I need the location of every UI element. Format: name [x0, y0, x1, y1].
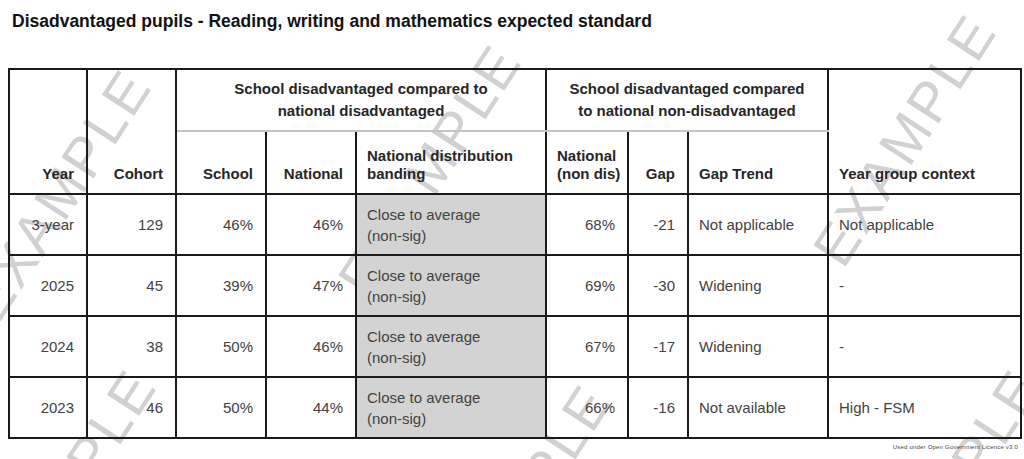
col-header-cohort: Cohort	[87, 69, 176, 194]
cell-school: 50%	[176, 377, 266, 438]
licence-note: Used under Open Government Licence v3.0	[893, 444, 1018, 450]
cell-year: 2023	[9, 377, 87, 438]
report-page: EXAMPLE EXAMPLE EXAMPLE EXAMPLE EXAMPLE …	[0, 0, 1024, 459]
cell-school: 50%	[176, 316, 266, 377]
cell-national: 46%	[266, 316, 356, 377]
col-header-national-distribution-banding: National distribution banding	[356, 131, 546, 194]
cell-gap-trend: Not available	[688, 377, 828, 438]
table-row-3-year: 3-year 129 46% 46% Close to average (non…	[9, 194, 1021, 255]
cell-gap-trend: Widening	[688, 316, 828, 377]
table-row-2024: 2024 38 50% 46% Close to average (non-si…	[9, 316, 1021, 377]
table-row-2023: 2023 46 50% 44% Close to average (non-si…	[9, 377, 1021, 438]
banding-text: Close to average (non-sig)	[367, 204, 517, 246]
col-header-school: School	[176, 131, 266, 194]
cell-national: 44%	[266, 377, 356, 438]
table-header: Year Cohort School disadvantaged compare…	[9, 69, 1021, 194]
cell-banding: Close to average (non-sig)	[356, 377, 546, 438]
cell-banding: Close to average (non-sig)	[356, 194, 546, 255]
cell-school: 46%	[176, 194, 266, 255]
group-header-national-non-disadvantaged: School disadvantaged compared to nationa…	[546, 69, 828, 131]
cell-national-non-dis: 66%	[546, 377, 628, 438]
cell-school: 39%	[176, 255, 266, 316]
cell-banding: Close to average (non-sig)	[356, 255, 546, 316]
col-header-year-group-context: Year group context	[828, 69, 1021, 194]
cell-year: 2025	[9, 255, 87, 316]
cell-cohort: 38	[87, 316, 176, 377]
disadvantaged-pupils-table: Year Cohort School disadvantaged compare…	[8, 68, 1022, 439]
cell-year-group-context: Not applicable	[828, 194, 1021, 255]
cell-national: 46%	[266, 194, 356, 255]
group-header-row: Year Cohort School disadvantaged compare…	[9, 69, 1021, 131]
cell-cohort: 129	[87, 194, 176, 255]
group-header-label: School disadvantaged compared to nationa…	[221, 78, 501, 122]
group-header-label: School disadvantaged compared to nationa…	[563, 78, 811, 122]
banding-text: Close to average (non-sig)	[367, 387, 517, 429]
cell-cohort: 45	[87, 255, 176, 316]
group-header-national-disadvantaged: School disadvantaged compared to nationa…	[176, 69, 546, 131]
cell-gap: -16	[628, 377, 688, 438]
cell-gap-trend: Widening	[688, 255, 828, 316]
cell-year-group-context: High - FSM	[828, 377, 1021, 438]
col-header-national: National	[266, 131, 356, 194]
cell-year: 2024	[9, 316, 87, 377]
cell-gap: -30	[628, 255, 688, 316]
page-title: Disadvantaged pupils - Reading, writing …	[0, 0, 1024, 32]
cell-year: 3-year	[9, 194, 87, 255]
cell-year-group-context: -	[828, 255, 1021, 316]
cell-gap: -17	[628, 316, 688, 377]
cell-year-group-context: -	[828, 316, 1021, 377]
col-header-gap: Gap	[628, 131, 688, 194]
table-row-2025: 2025 45 39% 47% Close to average (non-si…	[9, 255, 1021, 316]
cell-banding: Close to average (non-sig)	[356, 316, 546, 377]
col-header-year: Year	[9, 69, 87, 194]
banding-text: Close to average (non-sig)	[367, 265, 517, 307]
cell-national: 47%	[266, 255, 356, 316]
col-header-gap-trend: Gap Trend	[688, 131, 828, 194]
banding-text: Close to average (non-sig)	[367, 326, 517, 368]
cell-national-non-dis: 69%	[546, 255, 628, 316]
cell-cohort: 46	[87, 377, 176, 438]
cell-gap-trend: Not applicable	[688, 194, 828, 255]
cell-gap: -21	[628, 194, 688, 255]
col-header-national-non-dis: National (non dis)	[546, 131, 628, 194]
table-body: 3-year 129 46% 46% Close to average (non…	[9, 194, 1021, 438]
cell-national-non-dis: 67%	[546, 316, 628, 377]
cell-national-non-dis: 68%	[546, 194, 628, 255]
